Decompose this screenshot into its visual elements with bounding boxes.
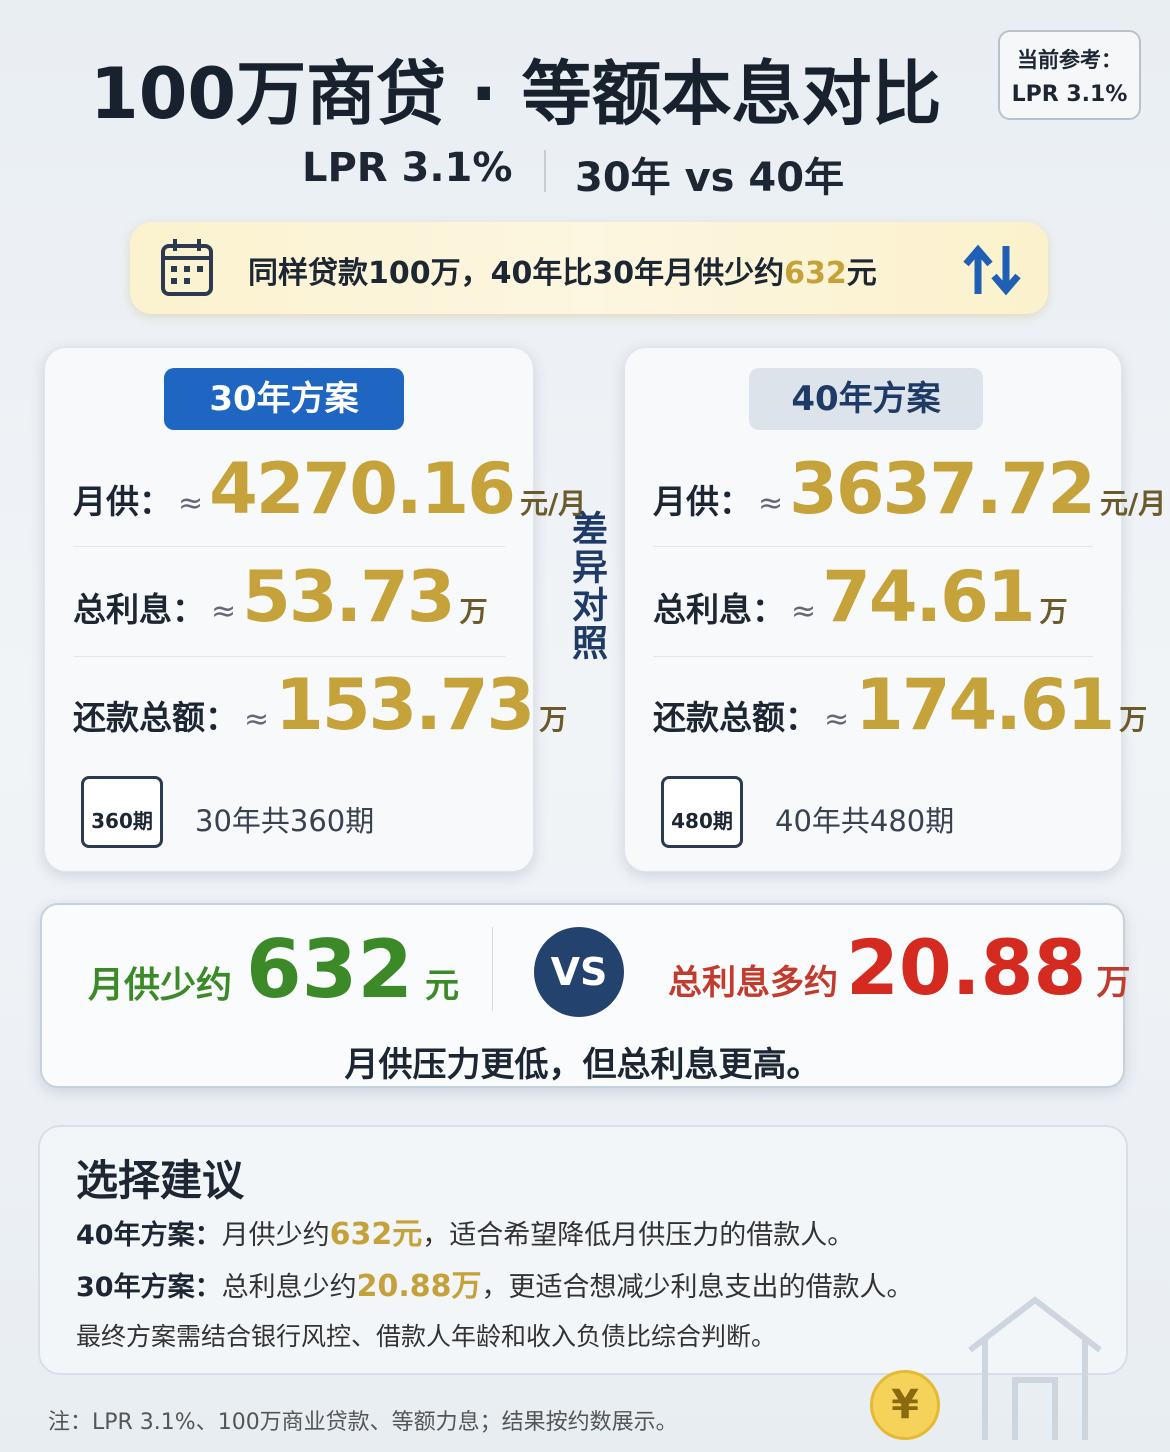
plan-row: 总利息： ≈53.73 万 [73, 556, 488, 638]
banner-text: 同样贷款100万，40年比30年月供少约632元 [248, 248, 877, 292]
banner-post: 元 [846, 256, 877, 291]
separator [544, 150, 546, 192]
advice-text: 月供少约 [221, 1220, 330, 1251]
compare-note: 月供压力更低，但总利息更高。 [344, 1045, 821, 1085]
row-unit: 万 [539, 703, 568, 736]
row-approx: ≈ [178, 486, 204, 521]
row-label: 总利息： [653, 590, 785, 629]
advice-highlight: 632元 [329, 1217, 423, 1252]
row-label: 月供： [653, 482, 752, 521]
house-icon [968, 1296, 1102, 1440]
coin-icon: ¥ [870, 1370, 940, 1440]
advice-title: 选择建议 [76, 1156, 245, 1205]
row-value: 174.61 [855, 664, 1115, 746]
separator [653, 656, 1093, 657]
separator [73, 546, 505, 547]
separator [492, 927, 493, 1011]
advice-text: ，适合希望降低月供压力的借款人。 [422, 1220, 855, 1251]
badge-line: LPR 3.1% [1011, 82, 1128, 107]
compare-right: 总利息多约 20.88 万 [668, 923, 1130, 1012]
plan-row: 还款总额： ≈174.61 万 [653, 664, 1147, 746]
compare-unit: 万 [1096, 963, 1131, 1003]
row-value: 74.61 [822, 556, 1035, 638]
advice-final: 最终方案需结合银行风控、借款人年龄和收入负债比综合判断。 [76, 1322, 777, 1351]
calendar-icon [161, 239, 213, 296]
plan-card: 40年方案 月供： ≈3637.72 元/月 总利息： ≈74.61 万还款总额： ≈174.… [624, 347, 1166, 872]
row-label: 月供： [73, 482, 172, 521]
row-unit: 万 [1119, 703, 1148, 736]
row-value: 53.73 [242, 556, 455, 638]
advice-box: 选择建议 40年方案：月供少约632元，适合希望降低月供压力的借款人。 30年方案… [38, 1125, 1128, 1375]
period-badge: 480期 [661, 776, 743, 848]
row-approx: ≈ [791, 594, 817, 629]
compare-value: 20.88 [846, 923, 1087, 1012]
row-approx: ≈ [211, 594, 237, 629]
advice-label: 40年方案： [76, 1220, 222, 1251]
row-unit: 元/月 [1099, 487, 1167, 520]
advice-label: 30年方案： [76, 1272, 222, 1303]
row-unit: 万 [459, 595, 488, 628]
period-text: 40年共480期 [775, 804, 955, 838]
row-label: 还款总额： [73, 698, 238, 737]
plan-row: 月供： ≈3637.72 元/月 [653, 448, 1166, 530]
plan-tag: 40年方案 [749, 368, 983, 430]
plan-row: 总利息： ≈74.61 万 [653, 556, 1068, 638]
banner: 同样贷款100万，40年比30年月供少约632元 [130, 222, 1048, 314]
footnote: 注：LPR 3.1%、100万商业贷款、等额力息；结果按约数展示。 [48, 1410, 678, 1435]
plan-tag: 30年方案 [164, 368, 404, 430]
divider-label: 差异对照 [566, 510, 607, 662]
compare-value: 632 [246, 923, 414, 1016]
compare-unit: 元 [425, 966, 460, 1006]
advice-line: 30年方案：总利息少约20.88万，更适合想减少利息支出的借款人。 [76, 1261, 913, 1305]
plan-card: 30年方案 月供： ≈4270.16 元/月 总利息： ≈53.73 万还款总额： ≈153.… [44, 347, 586, 872]
subtitle: LPR 3.1% [302, 145, 513, 191]
row-approx: ≈ [244, 702, 270, 737]
row-approx: ≈ [824, 702, 850, 737]
compare-left: 月供少约 632 元 [88, 923, 459, 1016]
row-approx: ≈ [758, 486, 784, 521]
row-unit: 万 [1039, 595, 1068, 628]
period-badge: 360期 [81, 776, 163, 848]
arrows-icon [963, 244, 1021, 296]
banner-pre: 同样贷款100万，40年比30年月供少约 [248, 256, 785, 291]
badge: 当前参考： LPR 3.1% [998, 30, 1141, 120]
compare-label: 总利息多约 [668, 963, 838, 1003]
plan-row: 还款总额： ≈153.73 万 [73, 664, 567, 746]
row-value: 4270.16 [209, 448, 516, 530]
banner-num: 632 [784, 256, 847, 291]
row-value: 153.73 [275, 664, 535, 746]
badge-line: 当前参考： [1017, 48, 1122, 72]
compare-label: 月供少约 [88, 965, 233, 1006]
advice-highlight: 20.88万 [356, 1269, 482, 1304]
separator [653, 546, 1093, 547]
advice-text: 总利息少约 [221, 1272, 357, 1303]
advice-text: ，更适合想减少利息支出的借款人。 [481, 1272, 914, 1303]
plan-row: 月供： ≈4270.16 元/月 [73, 448, 586, 530]
row-label: 还款总额： [653, 698, 818, 737]
row-unit: 元/月 [519, 487, 587, 520]
period-text: 30年共360期 [195, 804, 375, 838]
advice-line: 40年方案：月供少约632元，适合希望降低月供压力的借款人。 [76, 1209, 854, 1253]
row-value: 3637.72 [789, 448, 1096, 530]
title: 100万商贷 · 等额本息对比 [90, 53, 942, 135]
subtitle: 30年 vs 40年 [575, 155, 845, 201]
compare-box: 月供少约 632 元 VS 总利息多约 20.88 万 月供压力更低，但总利息更… [40, 903, 1130, 1088]
separator [73, 656, 505, 657]
vs-circle: VS [534, 927, 624, 1017]
row-label: 总利息： [73, 590, 205, 629]
